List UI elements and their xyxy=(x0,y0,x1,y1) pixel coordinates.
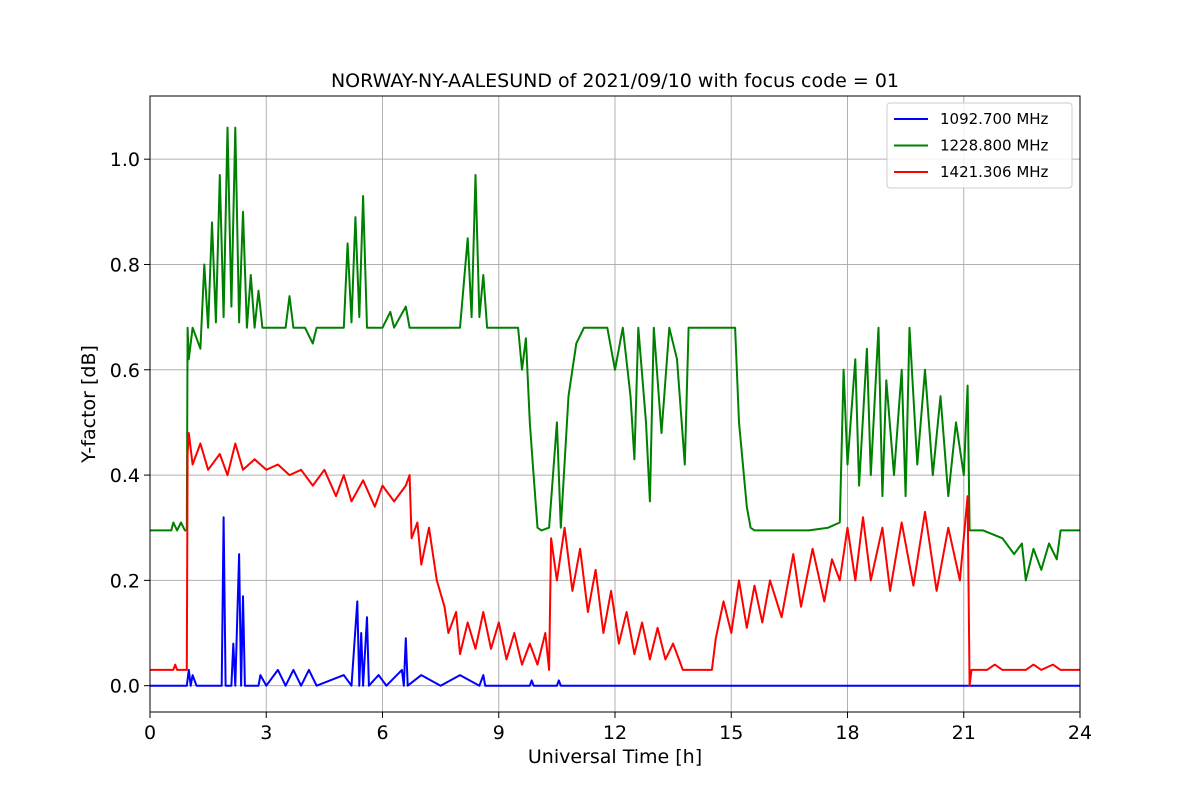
x-tick-label: 9 xyxy=(493,722,505,744)
x-tick-label: 18 xyxy=(835,722,859,744)
series-line-0 xyxy=(150,516,1080,687)
series-line-2 xyxy=(150,432,1080,687)
y-tick-label: 0.6 xyxy=(110,360,140,382)
y-axis-label: Y-factor [dB] xyxy=(78,345,100,464)
x-axis-label: Universal Time [h] xyxy=(528,746,702,768)
x-tick-label: 0 xyxy=(144,722,156,744)
chart-title: NORWAY-NY-AALESUND of 2021/09/10 with fo… xyxy=(331,70,899,92)
x-tick-label: 3 xyxy=(260,722,272,744)
x-axis: 0 3 6 9 12 15 18 21 24 xyxy=(144,712,1092,744)
x-tick-label: 15 xyxy=(719,722,743,744)
legend-label-1: 1228.800 MHz xyxy=(940,137,1049,155)
y-axis: 0.0 0.2 0.4 0.6 0.8 1.0 xyxy=(110,149,150,698)
legend-box xyxy=(886,102,1073,189)
series-line-1 xyxy=(150,126,1080,582)
y-tick-label: 0.4 xyxy=(110,465,140,487)
x-tick-label: 21 xyxy=(952,722,976,744)
legend-label-0: 1092.700 MHz xyxy=(940,110,1049,128)
x-tick-label: 12 xyxy=(603,722,627,744)
x-tick-label: 24 xyxy=(1068,722,1092,744)
legend: 1092.700 MHz 1228.800 MHz 1421.306 MHz xyxy=(886,102,1073,189)
y-tick-label: 1.0 xyxy=(110,149,140,171)
plot-area xyxy=(150,126,1080,687)
y-tick-label: 0.2 xyxy=(110,570,140,592)
legend-label-2: 1421.306 MHz xyxy=(940,163,1049,181)
y-tick-label: 0.0 xyxy=(110,676,140,698)
x-tick-label: 6 xyxy=(376,722,388,744)
y-tick-label: 0.8 xyxy=(110,254,140,276)
